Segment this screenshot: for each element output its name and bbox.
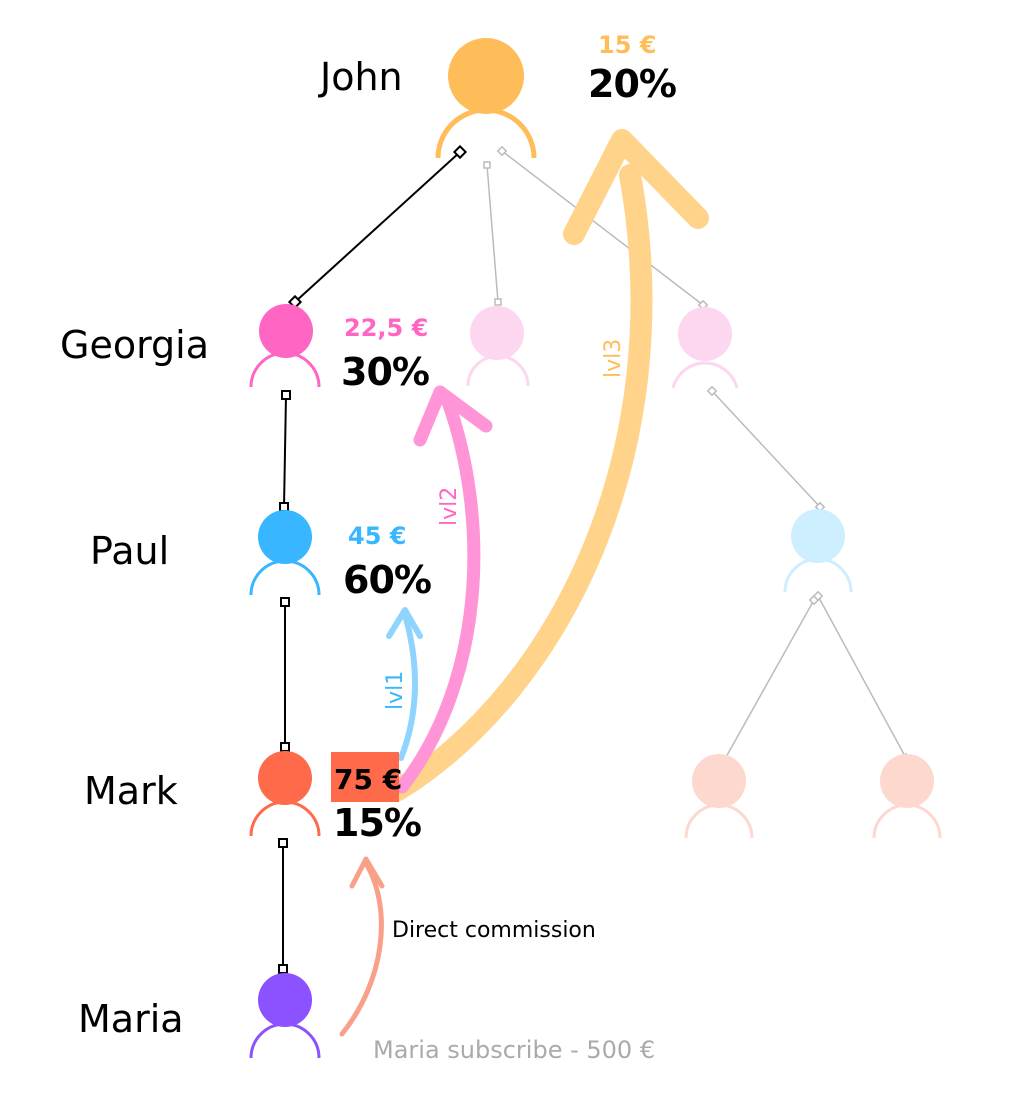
link-john-georgia bbox=[294, 151, 461, 303]
member-name-georgia: Georgia bbox=[60, 323, 209, 367]
link-handle bbox=[280, 742, 290, 752]
member-name-mark: Mark bbox=[84, 769, 178, 813]
ghost-link bbox=[501, 150, 704, 306]
link-handle bbox=[494, 298, 502, 306]
amount-john: 15 € bbox=[598, 31, 656, 59]
label-lvl2: lvl2 bbox=[437, 487, 462, 526]
label-lvl1: lvl1 bbox=[383, 671, 408, 710]
ghost-person-icon bbox=[671, 307, 739, 389]
link-handle bbox=[483, 161, 491, 169]
ghost-person-icon bbox=[466, 306, 530, 387]
member-name-paul: Paul bbox=[90, 529, 169, 573]
main-link-handles bbox=[278, 144, 468, 974]
link-georgia-paul bbox=[283, 394, 287, 508]
arrow-direct-commission bbox=[339, 856, 385, 1037]
member-name-john: John bbox=[318, 55, 403, 99]
ghost-link bbox=[720, 599, 815, 767]
link-handle bbox=[452, 144, 468, 160]
paul-person-icon bbox=[249, 510, 321, 596]
link-handle bbox=[496, 145, 508, 157]
link-handle bbox=[278, 838, 288, 848]
link-handle bbox=[278, 964, 288, 974]
link-handle bbox=[812, 590, 824, 602]
ghost-link bbox=[817, 595, 907, 759]
amount-georgia: 22,5 € bbox=[344, 314, 428, 342]
ghost-link bbox=[711, 390, 821, 508]
ghost-person-icon bbox=[684, 754, 754, 839]
ghost-person-icon bbox=[783, 509, 853, 593]
percent-mark: 15% bbox=[333, 801, 421, 845]
direct-commission-label: Direct commission bbox=[392, 918, 596, 943]
link-handle bbox=[706, 385, 718, 397]
arrow-lvl3 bbox=[387, 129, 709, 801]
ghost-links bbox=[486, 150, 907, 767]
john-person-icon bbox=[435, 38, 537, 159]
ghost-person-icon bbox=[872, 754, 942, 839]
arrow-lvl1 bbox=[386, 607, 423, 761]
label-lvl3: lvl3 bbox=[601, 339, 626, 378]
percent-georgia: 30% bbox=[341, 350, 429, 394]
link-handle bbox=[279, 502, 289, 512]
member-name-maria: Maria bbox=[78, 997, 184, 1041]
maria-person-icon bbox=[249, 973, 321, 1059]
subscription-note: Maria subscribe - 500 € bbox=[373, 1036, 655, 1064]
amount-mark: 75 € bbox=[334, 763, 402, 796]
percent-john: 20% bbox=[588, 62, 676, 106]
ghost-link bbox=[486, 164, 499, 303]
georgia-person-icon bbox=[249, 304, 321, 388]
amount-highlight-mark bbox=[331, 752, 399, 802]
link-handle bbox=[281, 390, 291, 400]
mark-person-icon bbox=[249, 751, 321, 837]
main-links bbox=[282, 151, 461, 969]
arrow-lvl2 bbox=[395, 385, 493, 794]
percent-paul: 60% bbox=[343, 558, 431, 602]
ghost-link-handles bbox=[483, 145, 912, 772]
link-handle bbox=[280, 597, 290, 607]
amount-paul: 45 € bbox=[348, 522, 406, 550]
